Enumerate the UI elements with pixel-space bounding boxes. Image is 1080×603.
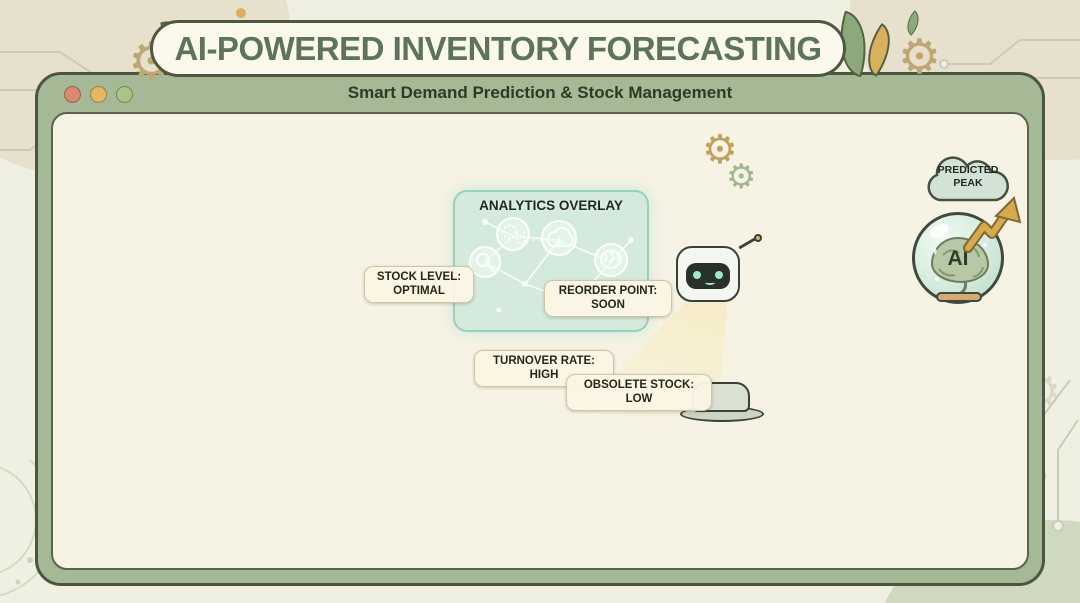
window-close-button[interactable] (64, 86, 81, 103)
gear-icon: ⚙ (898, 31, 942, 84)
robot-antenna-tip (754, 234, 762, 242)
chip-label: TURNOVER RATE: (492, 355, 595, 367)
chip-label: STOCK LEVEL: (376, 271, 462, 283)
chip-value: SOON (591, 299, 625, 312)
brain-icon (931, 237, 989, 283)
robot-head (676, 234, 762, 302)
dot-decoration (236, 8, 246, 18)
obsolete-stock-chip: OBSOLETE STOCK: LOW (566, 374, 712, 411)
analytics-overlay-title: ANALYTICS OVERLAY (479, 198, 623, 213)
window-maximize-button[interactable] (116, 86, 133, 103)
robot-eye (715, 271, 723, 279)
window-content (51, 112, 1029, 570)
chip-value: HIGH (529, 369, 559, 382)
predicted-peak-cloud: PREDICTED PEAK (922, 154, 1014, 206)
predicted-peak-label: PREDICTED PEAK (922, 164, 1014, 189)
chip-label: REORDER POINT: (558, 285, 658, 297)
gear-icon: ⚙ (702, 128, 738, 172)
window-minimize-button[interactable] (90, 86, 107, 103)
cloud-shape (927, 156, 1009, 202)
chip-value: LOW (625, 393, 653, 406)
robot-eye (693, 271, 701, 279)
chip-label: OBSOLETE STOCK: (583, 379, 695, 391)
robot-smile (705, 280, 715, 285)
robot-visor (686, 263, 730, 289)
crystal-ball-base (936, 292, 982, 302)
stock-level-chip: STOCK LEVEL: OPTIMAL (364, 266, 474, 303)
page-title: AI-POWERED INVENTORY FORECASTING (174, 29, 822, 67)
gear-icon: ⚙ (726, 158, 757, 196)
analytics-overlay: ANALYTICS OVERLAY (453, 190, 649, 332)
ai-label: AI (947, 247, 969, 270)
reorder-point-chip: REORDER POINT: SOON (544, 280, 672, 317)
cloud-line1: PREDICTED (937, 164, 999, 176)
page-subtitle: Smart Demand Prediction & Stock Manageme… (347, 83, 733, 102)
chip-value: OPTIMAL (393, 285, 445, 298)
title-banner: AI-POWERED INVENTORY FORECASTING (150, 20, 846, 77)
breakout-arrow (963, 196, 1022, 253)
cloud-line2: PEAK (953, 176, 983, 189)
